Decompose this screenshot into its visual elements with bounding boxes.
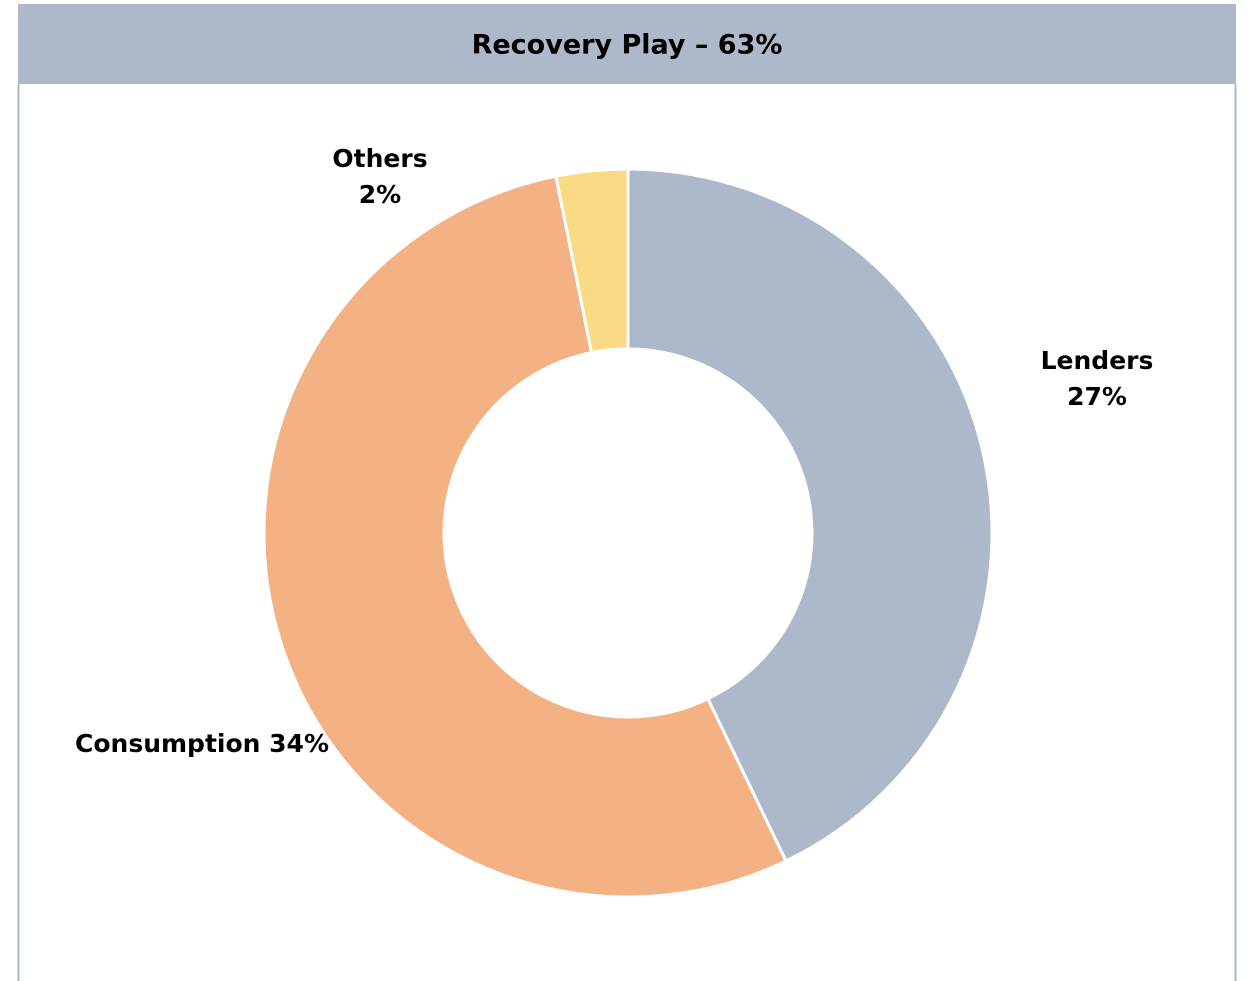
- slice-label: Others 2%: [332, 144, 427, 209]
- slice-name: Lenders: [1041, 346, 1154, 375]
- slice-value: 2%: [359, 180, 401, 209]
- slice-name: Others: [332, 144, 427, 173]
- slice-value: 34%: [269, 729, 329, 758]
- header-band: [18, 4, 1236, 84]
- slice-label: Consumption 34%: [75, 729, 329, 758]
- slice-label: Lenders 27%: [1041, 346, 1154, 411]
- donut-slice: [262, 174, 788, 899]
- slice-value: 27%: [1067, 382, 1127, 411]
- donut-slice: [554, 167, 630, 355]
- donut-slice: [626, 167, 994, 863]
- chart-title: Recovery Play – 63%: [472, 30, 783, 61]
- slice-name: Consumption: [75, 729, 260, 758]
